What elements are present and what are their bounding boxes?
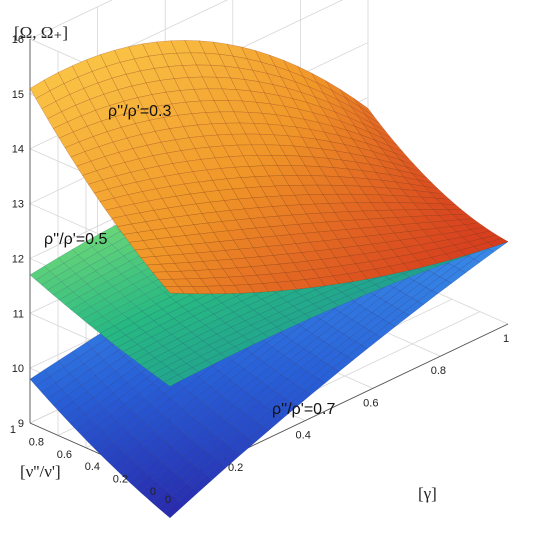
z-tick-label: 11 [13,308,24,320]
z-tick-label: 9 [18,418,24,430]
z-tick-label: 10 [12,363,24,375]
y-tick-label: 1 [10,424,16,436]
z-tick-label: 13 [12,199,24,211]
y-axis-label: [ν''/ν'] [20,462,61,481]
y-tick-label: 0.8 [29,436,44,448]
annotation-series-1: ρ''/ρ'=0.5 [44,231,108,248]
x-tick-label: 0 [165,494,171,506]
z-tick-label: 12 [12,253,24,265]
annotation-series-0: ρ''/ρ'=0.3 [108,103,172,120]
grid-line [29,0,113,40]
surface-0 [29,40,509,294]
z-axis-label: [Ω, Ω₊] [14,23,68,42]
x-axis-label: [γ] [418,484,437,503]
x-tick-label: 0.6 [363,397,378,409]
surfaces [29,40,509,519]
y-tick-label: 0.4 [85,461,100,473]
z-tick-label: 14 [12,144,24,156]
x-tick-label: 1 [503,333,509,345]
z-tick-label: 16 [12,34,24,46]
x-tick-label: 0.4 [296,430,311,442]
annotation-series-2: ρ''/ρ'=0.7 [272,401,336,418]
z-tick-label: 15 [12,89,24,101]
surface-patch [487,238,509,247]
y-tick-label: 0.6 [57,449,72,461]
y-tick-label: 0.2 [113,474,128,486]
x-tick-label: 0.8 [431,365,446,377]
x-tick-label: 0.2 [228,462,243,474]
y-tick-label: 0 [150,486,156,498]
